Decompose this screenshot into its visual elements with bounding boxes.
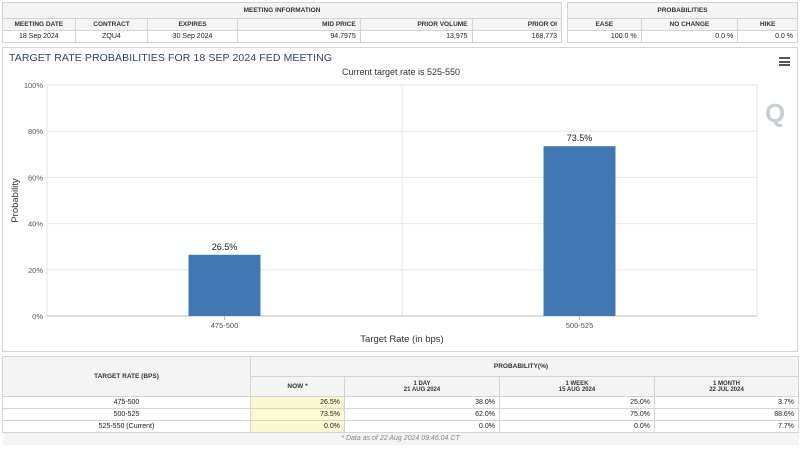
no-change-value: 0.0 % — [640, 30, 739, 43]
now-value: 73.5% — [250, 408, 345, 421]
col-1-day-date: 21 AUG 2024 — [403, 386, 441, 393]
one-month-value: 88.6% — [653, 408, 800, 421]
meeting-info-table: MEETING INFORMATION MEETING DATE CONTRAC… — [2, 2, 563, 43]
x-axis-title: Target Rate (in bps) — [360, 334, 443, 345]
probability-table: TARGET RATE (BPS) PROBABILITY(%) NOW * 1… — [2, 356, 800, 445]
x-tick-label: 500-525 — [566, 321, 594, 330]
col-1-day: 1 DAY 21 AUG 2024 — [344, 376, 500, 397]
y-tick-label: 40% — [28, 220, 43, 229]
rate-label: 475-500 — [2, 396, 251, 409]
chart-subtitle: Current target rate is 525-550 — [341, 67, 461, 77]
y-tick-label: 0% — [32, 312, 43, 321]
prior-oi-value: 168,773 — [471, 30, 563, 43]
col-1-month-date: 22 JUL 2024 — [709, 386, 744, 393]
one-month-value: 7.7% — [653, 420, 800, 433]
one-day-value: 0.0% — [344, 420, 500, 433]
one-month-value: 3.7% — [653, 396, 800, 409]
meeting-info-title: MEETING INFORMATION — [2, 2, 562, 19]
prior-volume-value: 13,975 — [359, 30, 473, 43]
meeting-date-value: 18 Sep 2024 — [2, 30, 76, 43]
col-meeting-date: MEETING DATE — [2, 18, 76, 31]
mid-price-value: 94.7975 — [236, 30, 361, 43]
y-tick-label: 60% — [28, 173, 43, 182]
one-day-value: 62.0% — [344, 408, 500, 421]
col-prior-oi: PRIOR OI — [471, 18, 563, 31]
x-tick-label: 475-500 — [211, 321, 239, 330]
col-target-rate: TARGET RATE (BPS) — [2, 356, 251, 397]
bar — [188, 254, 261, 316]
col-1-month-label: 1 MONTH — [713, 380, 741, 387]
col-1-week: 1 WEEK 15 AUG 2024 — [499, 376, 655, 397]
probabilities-table: PROBABILITIES EASE NO CHANGE HIKE 100.0 … — [567, 2, 798, 43]
y-tick-label: 100% — [24, 81, 44, 90]
col-contract: CONTRACT — [74, 18, 149, 31]
chart-title: TARGET RATE PROBABILITIES FOR 18 SEP 202… — [9, 52, 333, 64]
col-ease: EASE — [567, 18, 642, 31]
ease-value: 100.0 % — [567, 30, 642, 43]
chart-panel: 0% 20% 40% 60% 80% 100% 26.5% 475-500 73.5% 500-5… — [2, 47, 798, 352]
one-week-value: 0.0% — [499, 420, 655, 433]
data-timestamp-footnote: * Data as of 22 Aug 2024 09:46:04 CT — [2, 432, 799, 445]
hike-value: 0.0 % — [737, 30, 798, 43]
probabilities-title: PROBABILITIES — [567, 2, 798, 19]
one-week-value: 25.0% — [499, 396, 655, 409]
col-1-week-date: 15 AUG 2024 — [558, 386, 596, 393]
rate-label: 500-525 — [2, 408, 251, 421]
col-1-week-label: 1 WEEK — [565, 380, 589, 387]
table-row: 500-525 73.5% 62.0% 75.0% 88.6% — [2, 408, 800, 421]
col-hike: HIKE — [737, 18, 798, 31]
y-axis-title: Probability — [10, 178, 21, 223]
col-expires: EXPIRES — [147, 18, 238, 31]
table-row: 525-550 (Current) 0.0% 0.0% 0.0% 7.7% — [2, 420, 800, 433]
y-tick-label: 80% — [28, 127, 43, 136]
bar-data-label: 26.5% — [212, 242, 238, 252]
expires-value: 30 Sep 2024 — [147, 30, 238, 43]
col-mid-price: MID PRICE — [236, 18, 361, 31]
probability-group-header: PROBABILITY(%) — [249, 356, 800, 377]
col-no-change: NO CHANGE — [640, 18, 739, 31]
hamburger-menu-icon[interactable] — [779, 57, 790, 66]
bar-chart: 0% 20% 40% 60% 80% 100% 26.5% 475-500 73.5% 500-5… — [10, 81, 758, 345]
col-now-label: NOW * — [287, 383, 308, 390]
y-tick-label: 20% — [28, 266, 43, 275]
col-1-month: 1 MONTH 22 JUL 2024 — [653, 376, 800, 397]
bar-data-label: 73.5% — [567, 133, 593, 143]
bar — [543, 146, 616, 316]
now-value: 26.5% — [250, 396, 345, 409]
table-row: 475-500 26.5% 38.0% 25.0% 3.7% — [2, 396, 800, 409]
rate-label: 525-550 (Current) — [2, 420, 251, 433]
col-prior-volume: PRIOR VOLUME — [359, 18, 473, 31]
contract-value: ZQU4 — [74, 30, 149, 43]
col-now: NOW * — [250, 376, 345, 397]
now-value: 0.0% — [250, 420, 345, 433]
q-logo: Q — [765, 98, 786, 128]
one-week-value: 75.0% — [499, 408, 655, 421]
col-1-day-label: 1 DAY — [413, 380, 431, 387]
one-day-value: 38.0% — [344, 396, 500, 409]
